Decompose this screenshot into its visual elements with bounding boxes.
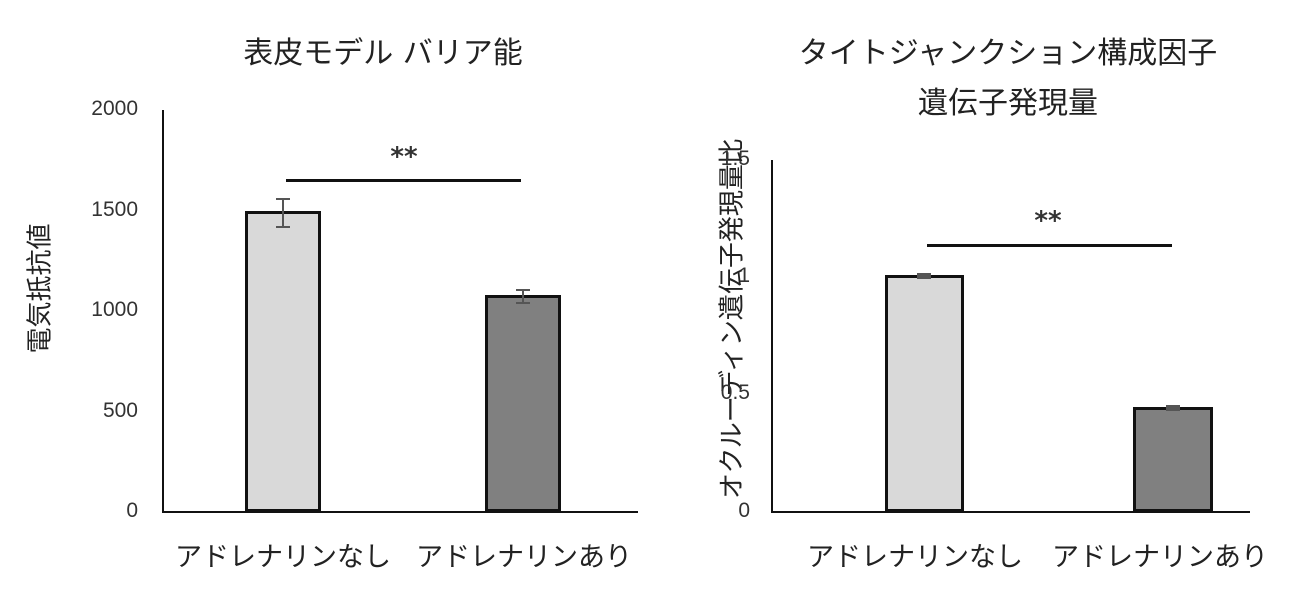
left-errorcap-with-bottom	[516, 302, 530, 304]
right-xlabel-without-adrenaline: アドレナリンなし	[807, 542, 1023, 573]
right-ytick-0.5: 0.5	[720, 381, 750, 404]
right-ytick-1: 1	[738, 264, 750, 287]
left-errorbar-with	[522, 289, 524, 302]
left-errorcap-without-bottom	[276, 226, 290, 228]
left-ytick-0: 0	[126, 499, 138, 522]
right-bar-without-adrenaline	[885, 275, 964, 512]
right-errorbar-with	[1166, 405, 1180, 411]
left-y-axis-label: 電気抵抗値	[25, 223, 56, 354]
left-xlabel-with-adrenaline: アドレナリンあり	[416, 542, 632, 573]
right-significance-line	[927, 244, 1172, 247]
right-errorbar-without	[917, 273, 931, 279]
right-ytick-1.5: 1.5	[720, 147, 750, 170]
right-x-axis	[771, 511, 1250, 513]
right-significance-marker: **	[1034, 206, 1062, 236]
right-chart-title-line2: 遺伝子発現量	[918, 86, 1098, 121]
left-errorcap-without-top	[276, 198, 290, 200]
left-xlabel-without-adrenaline: アドレナリンなし	[175, 542, 391, 573]
left-bar-without-adrenaline	[245, 211, 321, 512]
right-y-axis	[771, 160, 773, 513]
left-errorcap-with-top	[516, 289, 530, 291]
left-ytick-1000: 1000	[91, 298, 138, 321]
left-ytick-500: 500	[102, 399, 138, 422]
right-xlabel-with-adrenaline: アドレナリンあり	[1052, 542, 1268, 573]
left-significance-marker: **	[390, 142, 418, 172]
left-chart-title: 表皮モデル バリア能	[243, 36, 523, 71]
right-bar-with-adrenaline	[1133, 407, 1213, 512]
left-ytick-2000: 2000	[91, 97, 138, 120]
left-bar-with-adrenaline	[485, 295, 561, 512]
left-x-axis	[162, 511, 638, 513]
right-ytick-0: 0	[738, 499, 750, 522]
left-significance-line	[286, 179, 521, 182]
left-ytick-1500: 1500	[91, 198, 138, 221]
left-y-axis	[162, 110, 164, 513]
right-y-axis-label: オクルーディン遺伝子発現量比	[717, 138, 748, 499]
left-errorbar-without	[282, 199, 284, 228]
right-chart-title-line1: タイトジャンクション構成因子	[798, 36, 1218, 71]
